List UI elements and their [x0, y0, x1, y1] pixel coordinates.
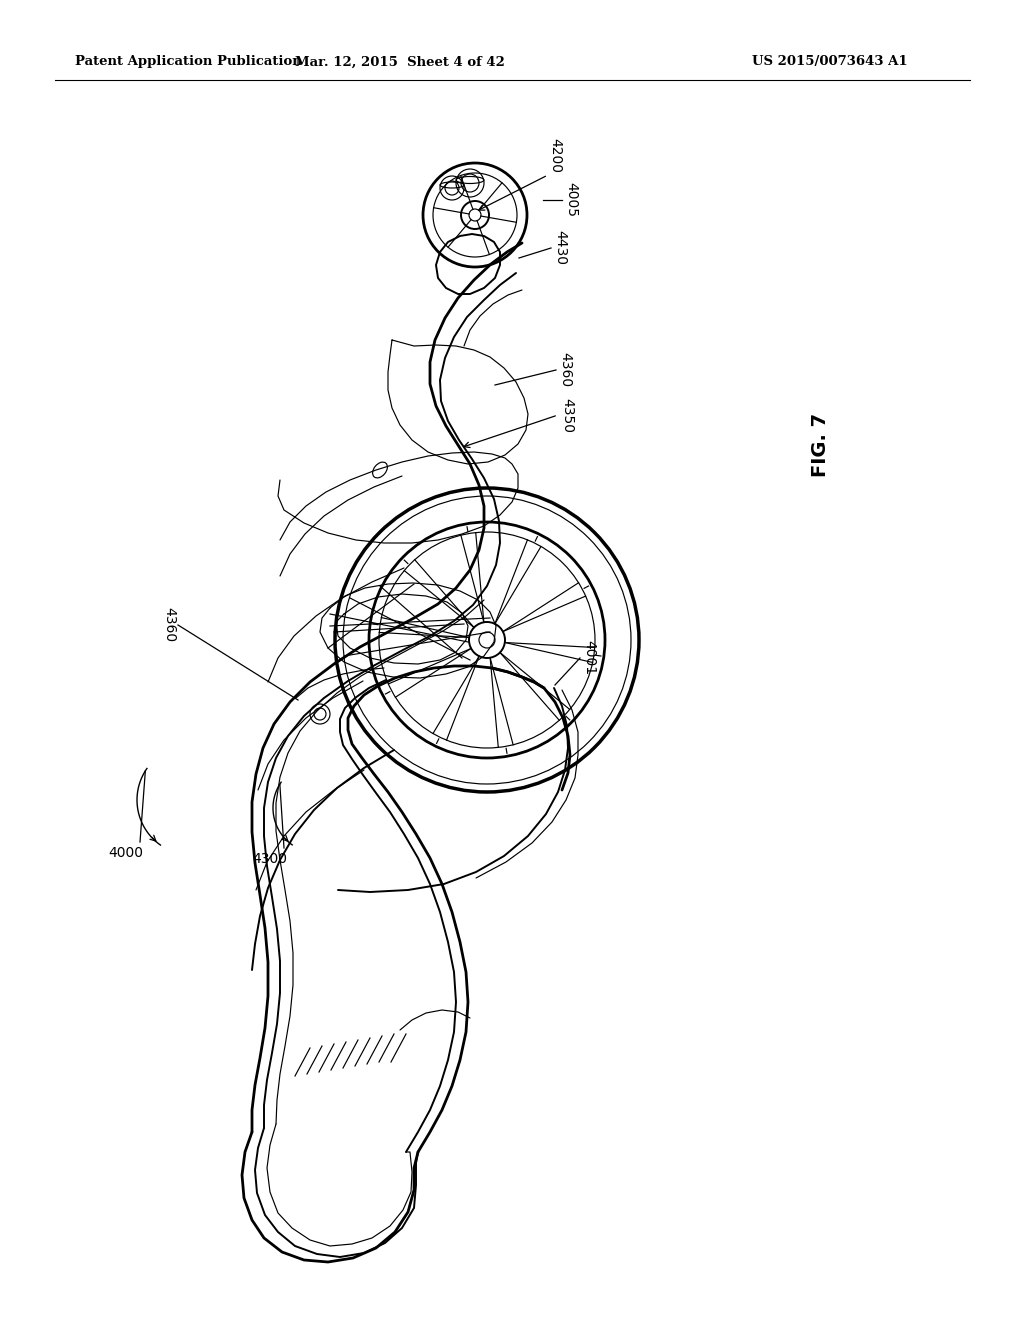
Text: 4001: 4001 — [582, 640, 596, 676]
Text: Patent Application Publication: Patent Application Publication — [75, 55, 302, 69]
Text: Mar. 12, 2015  Sheet 4 of 42: Mar. 12, 2015 Sheet 4 of 42 — [295, 55, 505, 69]
Text: FIG. 7: FIG. 7 — [811, 413, 829, 477]
Text: 4200: 4200 — [548, 139, 562, 173]
Text: 4350: 4350 — [560, 397, 574, 433]
Text: US 2015/0073643 A1: US 2015/0073643 A1 — [752, 55, 907, 69]
Text: 4300: 4300 — [252, 851, 287, 866]
Text: 4360: 4360 — [558, 352, 572, 388]
Text: 4000: 4000 — [108, 846, 143, 861]
Text: 4005: 4005 — [564, 182, 578, 218]
Text: 4430: 4430 — [553, 231, 567, 265]
Text: 4360: 4360 — [162, 607, 176, 643]
